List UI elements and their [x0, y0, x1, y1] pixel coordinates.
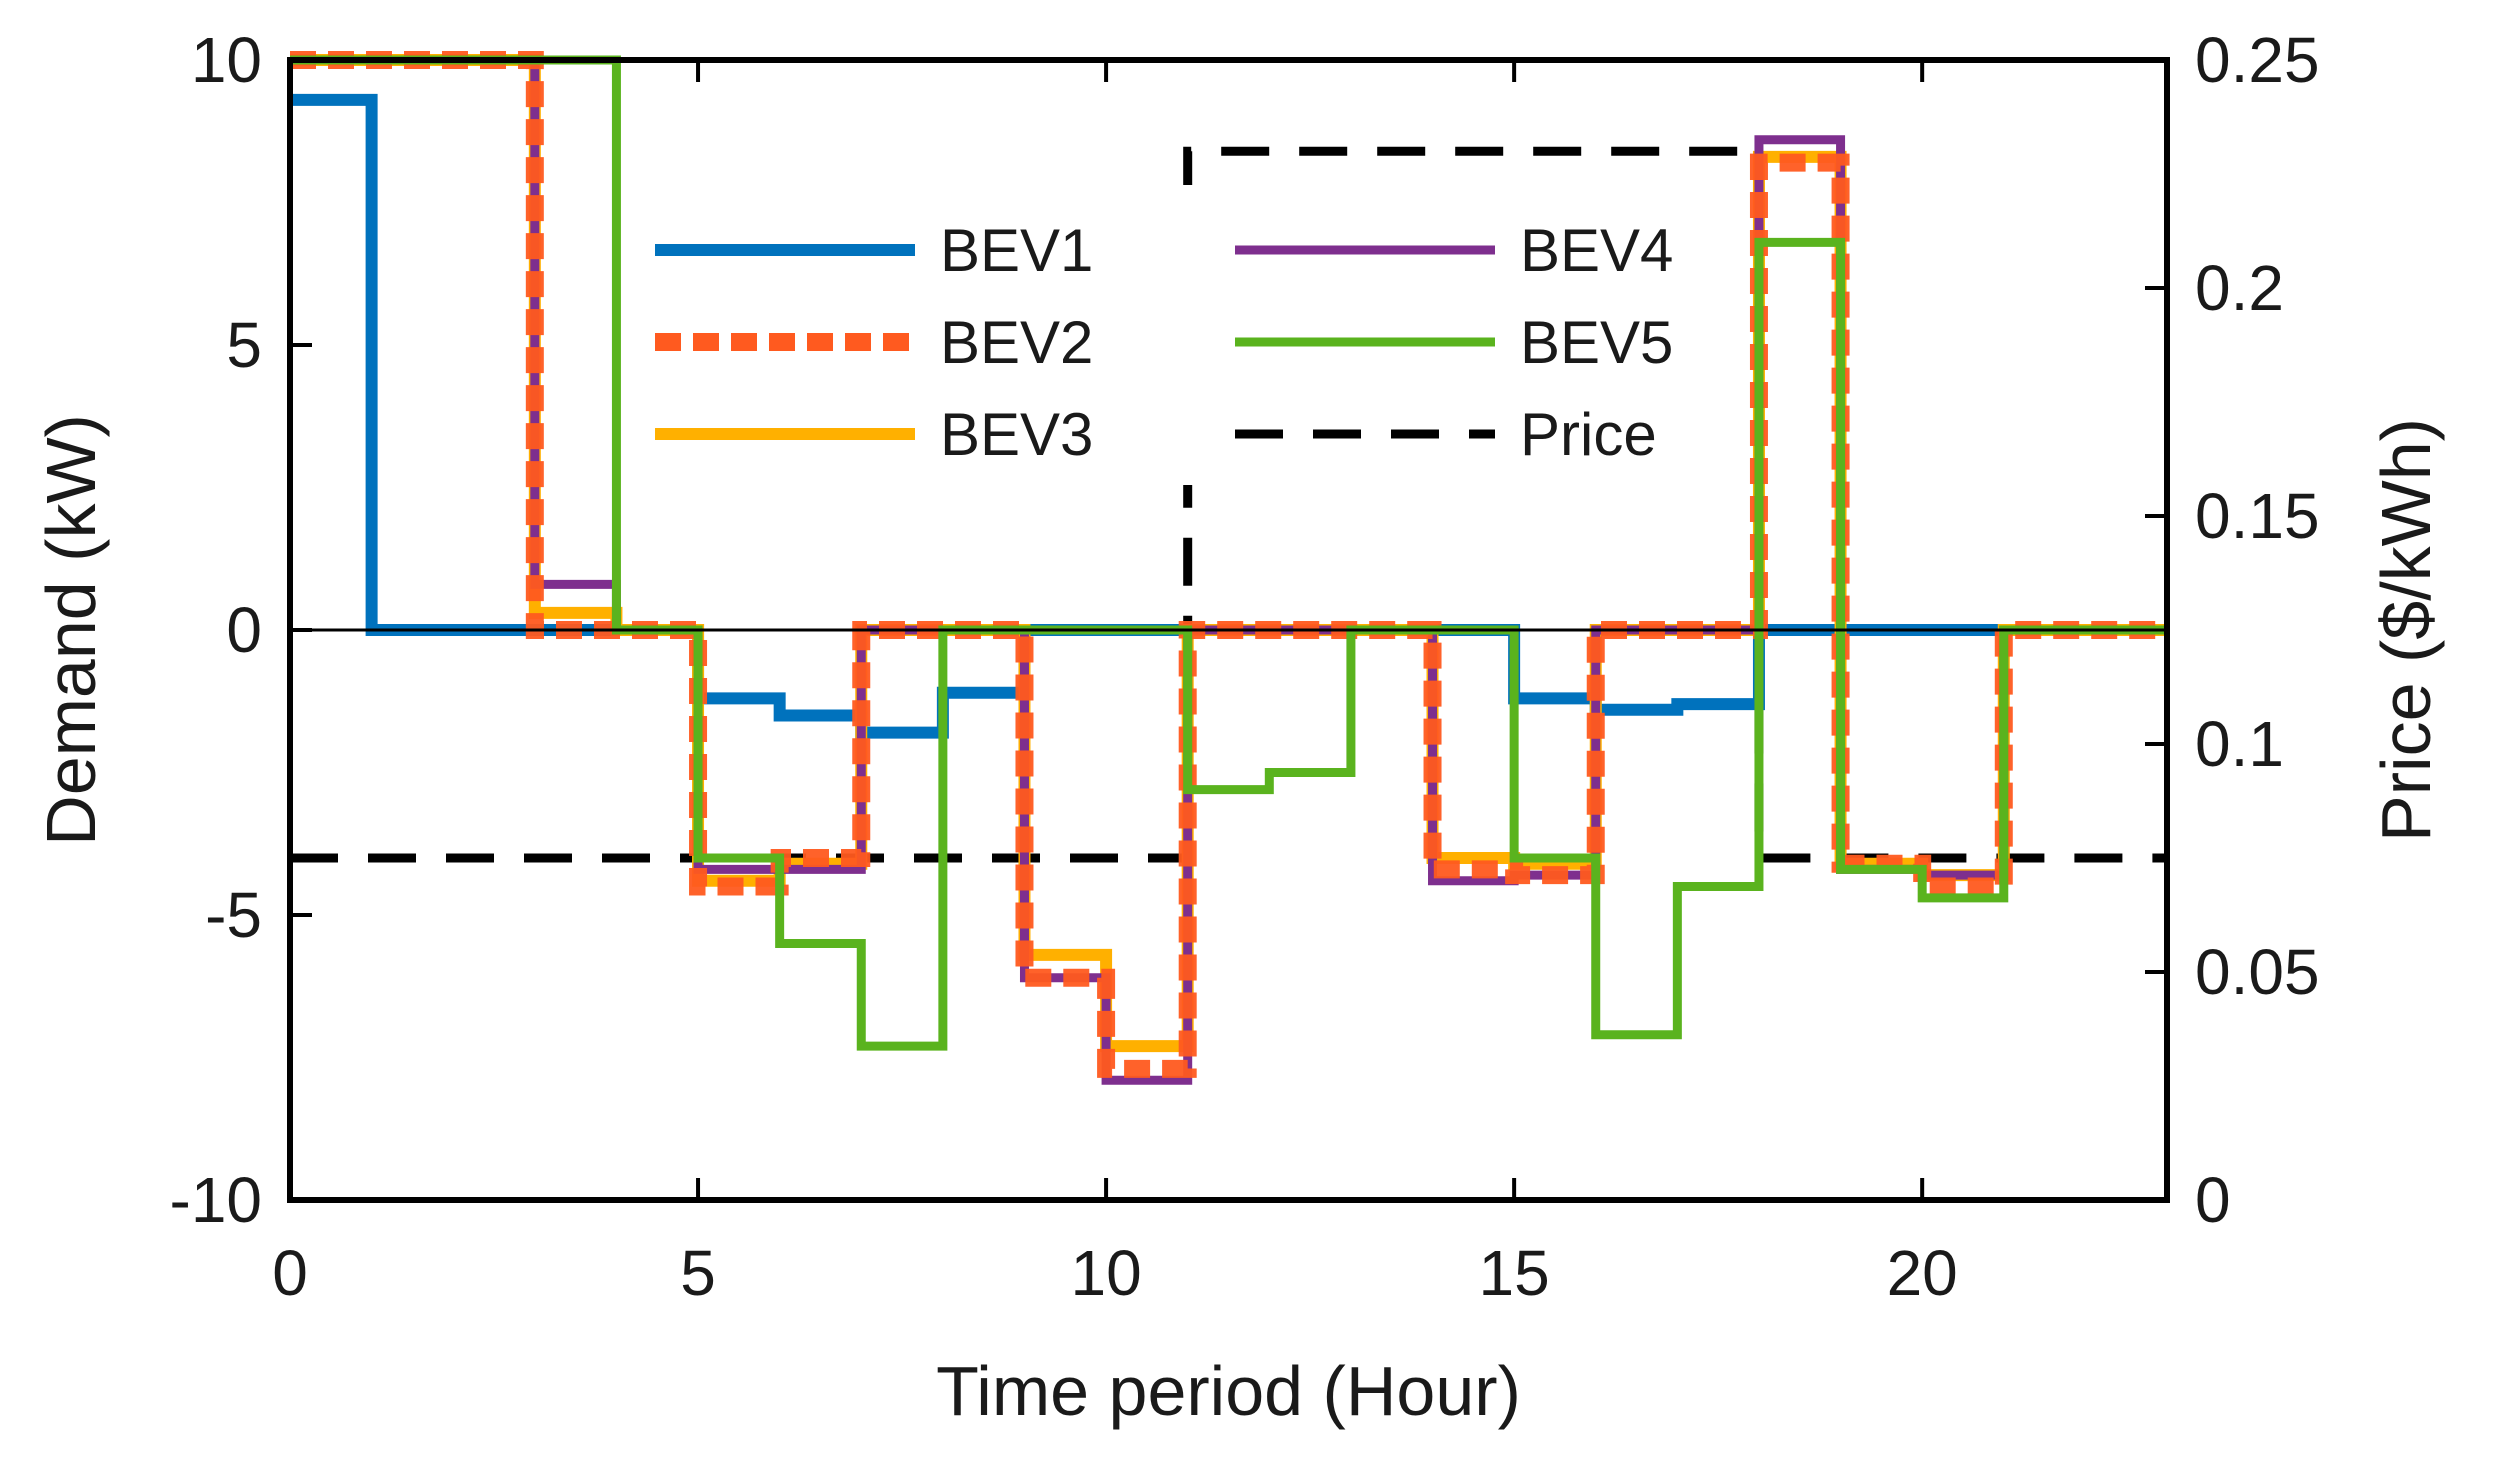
- y-tick-label: 5: [226, 309, 262, 381]
- x-tick-label: 10: [1070, 1237, 1141, 1309]
- y2-tick-label: 0.15: [2195, 480, 2320, 552]
- y-tick-label: 10: [191, 24, 262, 96]
- x-tick-label: 20: [1887, 1237, 1958, 1309]
- series-line-bev5: [290, 55, 2167, 1051]
- legend-label-bev3: BEV3: [940, 401, 1093, 468]
- y2-tick-label: 0.2: [2195, 252, 2284, 324]
- plot-frame: [287, 57, 2170, 1203]
- x-tick-label: 5: [680, 1237, 716, 1309]
- y2-axis-title: Price ($/kWh): [2367, 418, 2445, 842]
- y2-tick-label: 0.05: [2195, 936, 2320, 1008]
- legend-label-bev2: BEV2: [940, 309, 1093, 376]
- ticks-layer: 0 5 10 15 20 -10 -5 0 5 10 0 0.05 0.1 0.15 0.2 0.25: [170, 24, 2320, 1309]
- y2-tick-label: 0.25: [2195, 24, 2320, 96]
- y-tick-label: 0: [226, 594, 262, 666]
- x-tick-label: 15: [1479, 1237, 1550, 1309]
- x-axis-title: Time period (Hour): [936, 1352, 1521, 1430]
- y2-tick-label: 0: [2195, 1164, 2231, 1236]
- series-line-price: [290, 146, 2167, 863]
- legend-label-bev5: BEV5: [1520, 309, 1673, 376]
- legend: BEV1 BEV2 BEV3 BEV4 BEV5 Price: [640, 185, 1720, 485]
- y2-tick-label: 0.1: [2195, 708, 2284, 780]
- legend-label-bev1: BEV1: [940, 217, 1093, 284]
- legend-label-bev4: BEV4: [1520, 217, 1673, 284]
- y-tick-label: -5: [205, 879, 262, 951]
- legend-label-price: Price: [1520, 401, 1657, 468]
- y-axis-title: Demand (kW): [32, 414, 110, 846]
- x-tick-label: 0: [272, 1237, 308, 1309]
- y-tick-label: -10: [170, 1164, 263, 1236]
